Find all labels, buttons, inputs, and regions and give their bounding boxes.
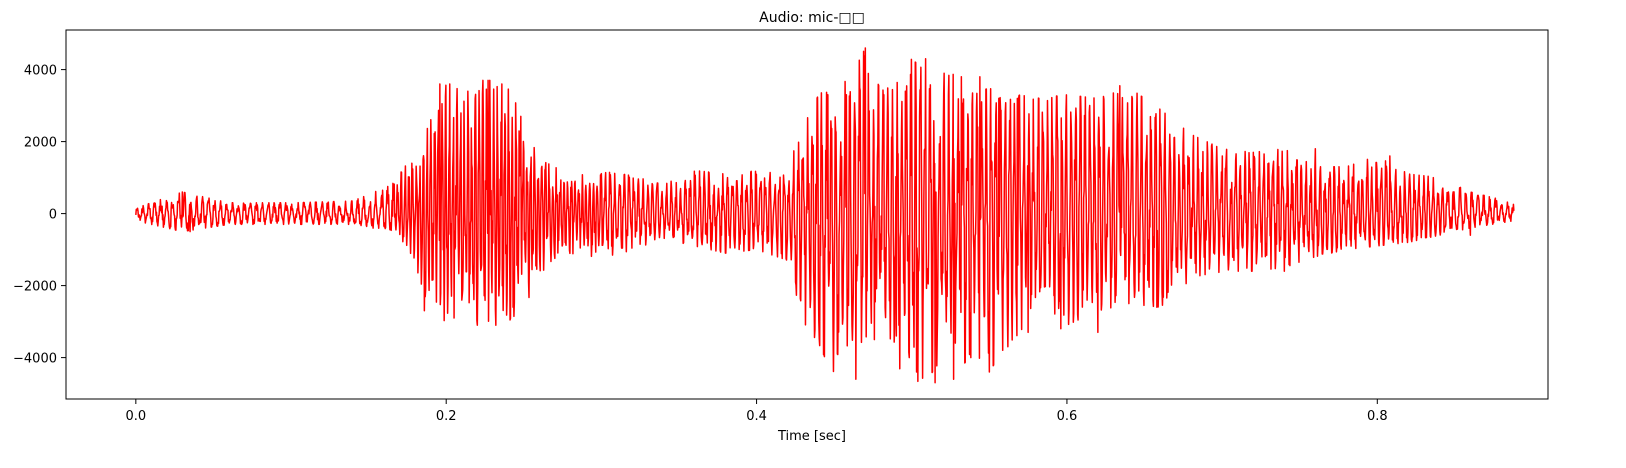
y-tick-label: 0	[49, 208, 57, 223]
y-tick-label: −4000	[13, 352, 57, 367]
x-tick-label: 0.2	[436, 409, 457, 424]
x-tick-label: 0.0	[125, 409, 146, 424]
x-tick-label: 0.6	[1057, 409, 1078, 424]
y-tick-label: 2000	[24, 136, 57, 151]
y-tick-label: 4000	[24, 64, 57, 79]
y-tick-label: −2000	[13, 280, 57, 295]
plot-frame	[65, 29, 1549, 400]
axes-layer: 0.0 0.2 0.4 0.6 0.8 −4000 −2000 0 2000 4000	[13, 29, 1549, 424]
x-tick-label: 0.8	[1367, 409, 1388, 424]
x-tick-label: 0.4	[746, 409, 767, 424]
waveform-layer	[135, 47, 1515, 384]
waveform-line	[135, 47, 1515, 384]
chart-title: Audio: mic-□□	[759, 10, 865, 26]
x-axis-label: Time [sec]	[777, 429, 846, 444]
